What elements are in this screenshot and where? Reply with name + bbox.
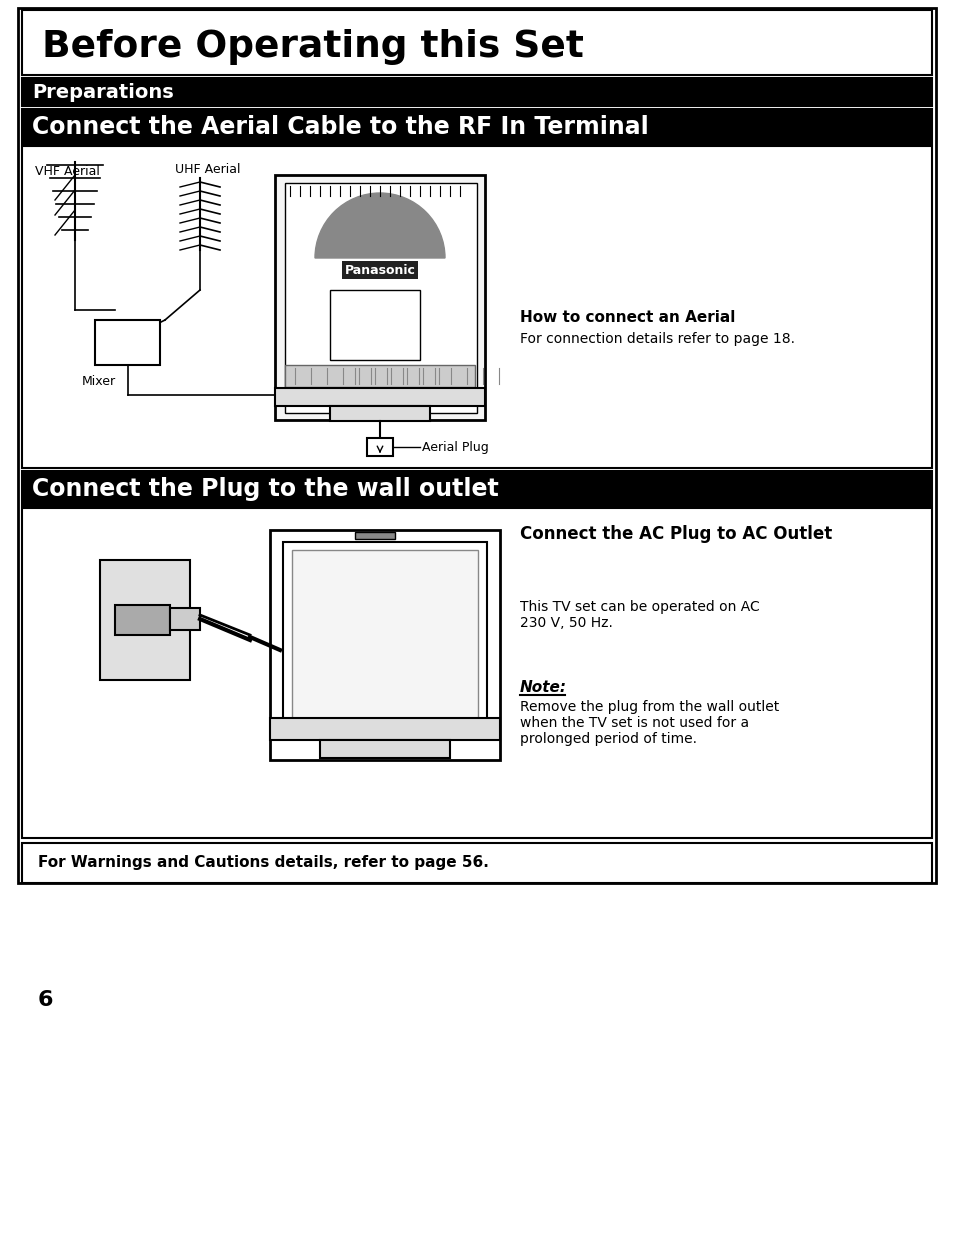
Bar [22, 508, 931, 839]
Bar [100, 559, 190, 680]
Text: Connect the AC Plug to AC Outlet: Connect the AC Plug to AC Outlet [519, 525, 831, 543]
Bar [274, 174, 484, 420]
Text: Remove the plug from the wall outlet
when the TV set is not used for a
prolonged: Remove the plug from the wall outlet whe… [519, 700, 779, 746]
Bar [22, 146, 931, 468]
Text: Note:: Note: [519, 680, 566, 695]
Text: Connect the Aerial Cable to the RF In Terminal: Connect the Aerial Cable to the RF In Te… [32, 115, 648, 140]
Bar [115, 606, 170, 635]
Bar [274, 388, 484, 406]
Text: Mixer: Mixer [82, 375, 116, 388]
Text: Panasonic: Panasonic [344, 263, 415, 277]
Bar [270, 530, 499, 760]
Text: VHF Aerial: VHF Aerial [35, 164, 100, 178]
Bar [285, 365, 475, 388]
Text: Preparations: Preparations [32, 82, 173, 101]
Text: How to connect an Aerial: How to connect an Aerial [519, 310, 735, 325]
Bar [330, 406, 430, 421]
Bar [95, 320, 160, 365]
Text: For Warnings and Cautions details, refer to page 56.: For Warnings and Cautions details, refer… [38, 856, 488, 871]
Bar [319, 740, 450, 758]
Bar [285, 183, 476, 412]
Text: UHF Aerial: UHF Aerial [174, 163, 240, 176]
Bar [22, 10, 931, 75]
Bar [22, 844, 931, 883]
Bar [292, 549, 477, 718]
Bar [367, 439, 393, 456]
Bar [22, 108, 931, 145]
Text: This TV set can be operated on AC
230 V, 50 Hz.: This TV set can be operated on AC 230 V,… [519, 601, 759, 630]
Text: 6: 6 [38, 991, 53, 1011]
Wedge shape [314, 193, 444, 258]
Bar [355, 532, 395, 540]
Bar [22, 471, 931, 506]
Text: For connection details refer to page 18.: For connection details refer to page 18. [519, 331, 794, 346]
Bar [283, 542, 486, 726]
Bar [22, 78, 931, 106]
Bar [330, 290, 419, 360]
Bar [170, 608, 200, 630]
Bar [18, 7, 935, 883]
Text: Before Operating this Set: Before Operating this Set [42, 29, 583, 65]
Text: Connect the Plug to the wall outlet: Connect the Plug to the wall outlet [32, 477, 498, 501]
Text: Aerial Plug: Aerial Plug [421, 441, 488, 454]
Bar [270, 718, 499, 740]
